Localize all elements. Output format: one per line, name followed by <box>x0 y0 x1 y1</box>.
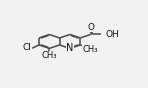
Text: Cl: Cl <box>23 43 32 52</box>
Text: OH: OH <box>105 30 119 39</box>
Text: CH₃: CH₃ <box>42 51 57 60</box>
Text: N: N <box>66 43 74 53</box>
Text: CH₃: CH₃ <box>82 45 98 54</box>
Text: O: O <box>88 23 95 32</box>
